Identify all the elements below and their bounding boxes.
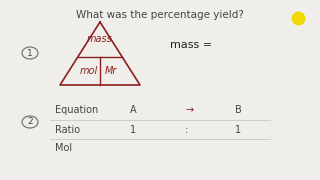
Text: A: A xyxy=(130,105,137,115)
Text: 1: 1 xyxy=(130,125,136,135)
Text: 1: 1 xyxy=(235,125,241,135)
Text: Ratio: Ratio xyxy=(55,125,80,135)
Text: mol: mol xyxy=(80,66,98,76)
Text: →: → xyxy=(185,105,193,115)
Text: Mol: Mol xyxy=(55,143,72,153)
Text: What was the percentage yield?: What was the percentage yield? xyxy=(76,10,244,20)
Text: mass: mass xyxy=(87,35,113,44)
Text: mass =: mass = xyxy=(170,40,212,50)
Point xyxy=(295,17,300,19)
Text: Equation: Equation xyxy=(55,105,98,115)
Text: 1: 1 xyxy=(27,48,33,57)
Text: B: B xyxy=(235,105,242,115)
Text: 2: 2 xyxy=(27,118,33,127)
Text: :: : xyxy=(185,125,188,135)
Text: Mr: Mr xyxy=(105,66,117,76)
